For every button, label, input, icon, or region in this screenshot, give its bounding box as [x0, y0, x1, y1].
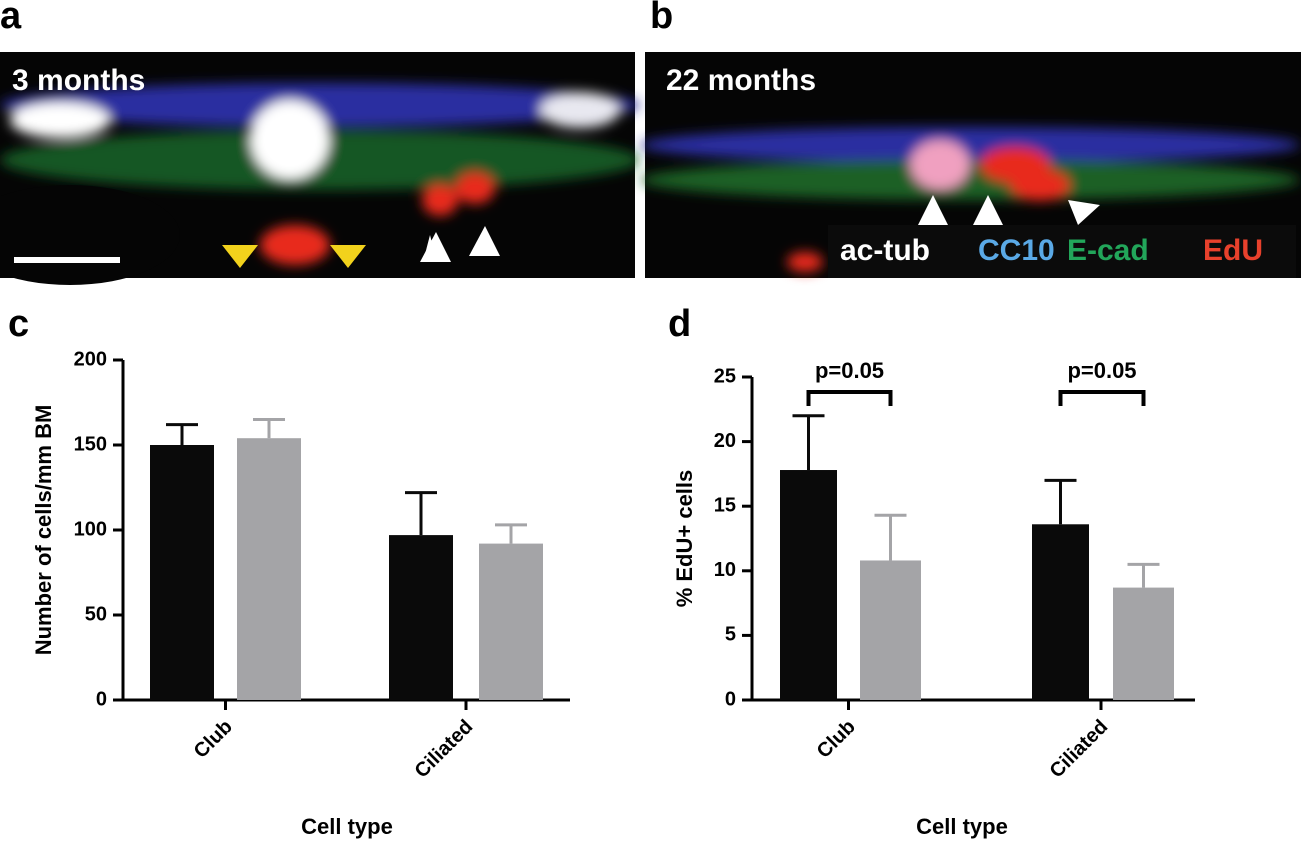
bar: [860, 560, 921, 700]
y-tick-label: 200: [74, 348, 107, 370]
bar: [389, 535, 453, 700]
y-tick-label: 150: [74, 433, 107, 455]
x-tick-label: Ciliated: [1046, 716, 1113, 783]
y-tick-label: 0: [96, 688, 107, 710]
bar: [1113, 587, 1174, 700]
x-tick-label: Ciliated: [411, 716, 478, 783]
stain-label: CC10: [978, 234, 1055, 267]
micrograph-a: [0, 52, 640, 285]
y-tick-label: 15: [714, 494, 736, 516]
x-axis-label: Cell type: [301, 814, 393, 839]
significance-bracket: [806, 390, 893, 406]
panel-label: c: [8, 303, 29, 345]
stain-label: ac-tub: [840, 234, 930, 267]
y-tick-label: 25: [714, 365, 736, 387]
y-tick-label: 20: [714, 430, 736, 452]
significance-label: p=0.05: [815, 358, 884, 383]
panel-label: a: [0, 0, 22, 37]
x-tick-label: Club: [813, 716, 860, 763]
y-tick-label: 100: [74, 518, 107, 540]
stain-label: E-cad: [1067, 234, 1149, 267]
y-axis-label: Number of cells/mm BM: [31, 405, 56, 656]
image-caption: 3 months: [12, 64, 145, 97]
bar: [780, 470, 837, 700]
bar: [479, 543, 543, 700]
stain-label: EdU: [1203, 234, 1263, 267]
y-tick-label: 50: [85, 603, 107, 625]
bar: [237, 438, 301, 700]
y-tick-label: 5: [725, 624, 736, 646]
x-tick-label: Club: [190, 716, 237, 763]
significance-label: p=0.05: [1067, 358, 1136, 383]
y-axis-label: % EdU+ cells: [672, 470, 697, 608]
x-axis-label: Cell type: [916, 814, 1008, 839]
panel-label: d: [668, 303, 691, 345]
micrograph-b: [640, 52, 1301, 278]
y-tick-label: 0: [725, 688, 736, 710]
panel-label: b: [650, 0, 673, 37]
image-caption: 22 months: [666, 64, 816, 97]
bar: [150, 445, 214, 700]
y-tick-label: 10: [714, 559, 736, 581]
bar: [1032, 524, 1089, 700]
significance-bracket: [1058, 390, 1146, 406]
